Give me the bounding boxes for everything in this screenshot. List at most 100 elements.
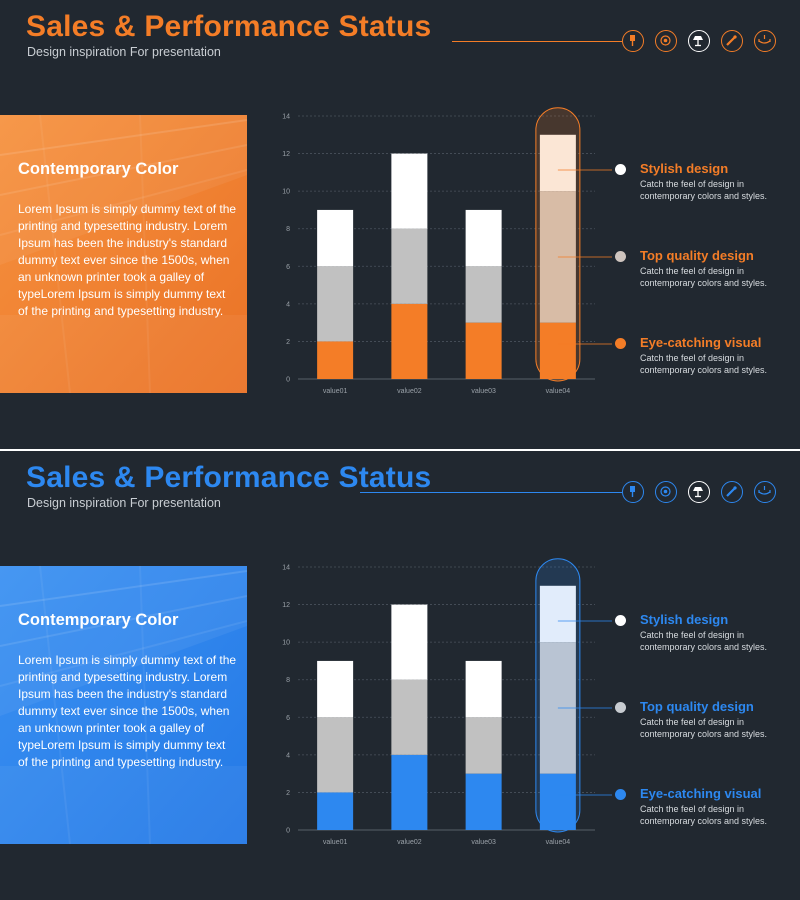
- bar-segment-eye-catching-visual: [317, 792, 354, 830]
- pin-icon: [622, 481, 644, 503]
- at-sign-icon: [655, 30, 677, 52]
- y-tick-label: 4: [286, 752, 290, 759]
- y-tick-label: 2: [286, 790, 290, 797]
- y-tick-label: 14: [282, 114, 290, 121]
- legend-item-top-quality-design: Top quality design Catch the feel of des…: [612, 699, 792, 762]
- icon-bar: [622, 30, 782, 54]
- chandelier-icon: [754, 481, 776, 503]
- y-tick-label: 10: [282, 640, 290, 647]
- cable-icon: [721, 30, 743, 52]
- y-tick-label: 4: [286, 301, 290, 308]
- slide-divider: [0, 449, 800, 451]
- ceiling-photo-background: [0, 115, 247, 393]
- legend-item-stylish-design: Stylish design Catch the feel of design …: [612, 612, 792, 675]
- panel-heading: Contemporary Color: [18, 160, 179, 178]
- stacked-bar-chart: 0 2 4 6 8 10 12 14 value01 value02 value03 value04: [282, 558, 612, 846]
- y-tick-label: 10: [282, 189, 290, 196]
- legend-title: Eye-catching visual: [640, 335, 762, 350]
- header-connector-line: [360, 492, 622, 493]
- y-tick-label: 8: [286, 677, 290, 684]
- panel-heading: Contemporary Color: [18, 611, 179, 629]
- slide-orange: Sales & Performance Status Design inspir…: [0, 0, 800, 449]
- legend-dot: [615, 251, 626, 262]
- bar-segment-stylish-design: [317, 209, 354, 267]
- legend-title: Eye-catching visual: [640, 786, 762, 801]
- slide-title: Sales & Performance Status: [26, 10, 432, 43]
- legend-dot: [615, 789, 626, 800]
- panel-body-text: Lorem Ipsum is simply dummy text of the …: [18, 653, 237, 769]
- y-tick-label: 6: [286, 264, 290, 271]
- bar-segment-stylish-design: [465, 660, 502, 718]
- x-tick-label: value02: [397, 839, 422, 846]
- legend-description: Catch the feel of design in contemporary…: [640, 179, 768, 201]
- bar-segment-top-quality-design: [317, 717, 354, 793]
- legend-description: Catch the feel of design in contemporary…: [640, 717, 768, 739]
- legend-title: Stylish design: [640, 612, 729, 627]
- stacked-bar-chart: 0 2 4 6 8 10 12 14 value01 value02 value03 value04: [282, 107, 612, 395]
- x-tick-label: value03: [471, 388, 496, 395]
- bar-segment-eye-catching-visual: [317, 341, 354, 379]
- legend-dot: [615, 338, 626, 349]
- bar-segment-stylish-design: [539, 134, 576, 192]
- x-tick-label: value01: [323, 839, 348, 846]
- y-tick-label: 0: [286, 828, 290, 835]
- bar-segment-top-quality-design: [465, 266, 502, 323]
- legend-dot: [615, 615, 626, 626]
- legend-title: Top quality design: [640, 248, 754, 263]
- x-tick-label: value04: [546, 839, 571, 846]
- bar-segment-eye-catching-visual: [465, 773, 502, 830]
- chandelier-icon: [754, 30, 776, 52]
- feature-panel: Contemporary Color Lorem Ipsum is simply…: [0, 115, 247, 393]
- y-tick-label: 12: [282, 602, 290, 609]
- y-tick-label: 12: [282, 151, 290, 158]
- bar-segment-top-quality-design: [391, 679, 428, 755]
- legend-description: Catch the feel of design in contemporary…: [640, 353, 768, 375]
- bar-segment-eye-catching-visual: [539, 322, 576, 379]
- legend-title: Stylish design: [640, 161, 729, 176]
- y-tick-label: 8: [286, 226, 290, 233]
- legend-description: Catch the feel of design in contemporary…: [640, 630, 768, 652]
- bar-segment-eye-catching-visual: [391, 754, 428, 830]
- desk-lamp-icon: [688, 30, 710, 52]
- x-tick-label: value02: [397, 388, 422, 395]
- y-tick-label: 6: [286, 715, 290, 722]
- bar-segment-top-quality-design: [465, 717, 502, 774]
- legend-item-eye-catching-visual: Eye-catching visual Catch the feel of de…: [612, 786, 792, 849]
- legend-item-stylish-design: Stylish design Catch the feel of design …: [612, 161, 792, 224]
- feature-panel: Contemporary Color Lorem Ipsum is simply…: [0, 566, 247, 844]
- bar-segment-stylish-design: [391, 153, 428, 229]
- at-sign-icon: [655, 481, 677, 503]
- x-tick-label: value01: [323, 388, 348, 395]
- bar-segment-stylish-design: [539, 585, 576, 643]
- bar-segment-eye-catching-visual: [465, 322, 502, 379]
- bar-segment-top-quality-design: [391, 228, 428, 304]
- ceiling-photo-background: [0, 566, 247, 844]
- cable-icon: [721, 481, 743, 503]
- bar-segment-stylish-design: [317, 660, 354, 718]
- header-connector-line: [452, 41, 622, 42]
- bar-segment-eye-catching-visual: [391, 303, 428, 379]
- bar-segment-eye-catching-visual: [539, 773, 576, 830]
- legend-dot: [615, 702, 626, 713]
- y-tick-label: 2: [286, 339, 290, 346]
- bar-segment-top-quality-design: [317, 266, 354, 342]
- slide-title: Sales & Performance Status: [26, 461, 432, 494]
- legend-description: Catch the feel of design in contemporary…: [640, 266, 768, 288]
- panel-body-text: Lorem Ipsum is simply dummy text of the …: [18, 202, 237, 318]
- x-tick-label: value04: [546, 388, 571, 395]
- pin-icon: [622, 30, 644, 52]
- legend-title: Top quality design: [640, 699, 754, 714]
- desk-lamp-icon: [688, 481, 710, 503]
- x-tick-label: value03: [471, 839, 496, 846]
- icon-bar: [622, 481, 782, 505]
- bar-segment-stylish-design: [391, 604, 428, 680]
- legend-item-eye-catching-visual: Eye-catching visual Catch the feel of de…: [612, 335, 792, 398]
- legend-dot: [615, 164, 626, 175]
- legend-description: Catch the feel of design in contemporary…: [640, 804, 768, 826]
- slide-subtitle: Design inspiration For presentation: [27, 45, 221, 59]
- slide-blue: Sales & Performance Status Design inspir…: [0, 451, 800, 900]
- y-tick-label: 14: [282, 565, 290, 572]
- slide-subtitle: Design inspiration For presentation: [27, 496, 221, 510]
- y-tick-label: 0: [286, 377, 290, 384]
- bar-segment-stylish-design: [465, 209, 502, 267]
